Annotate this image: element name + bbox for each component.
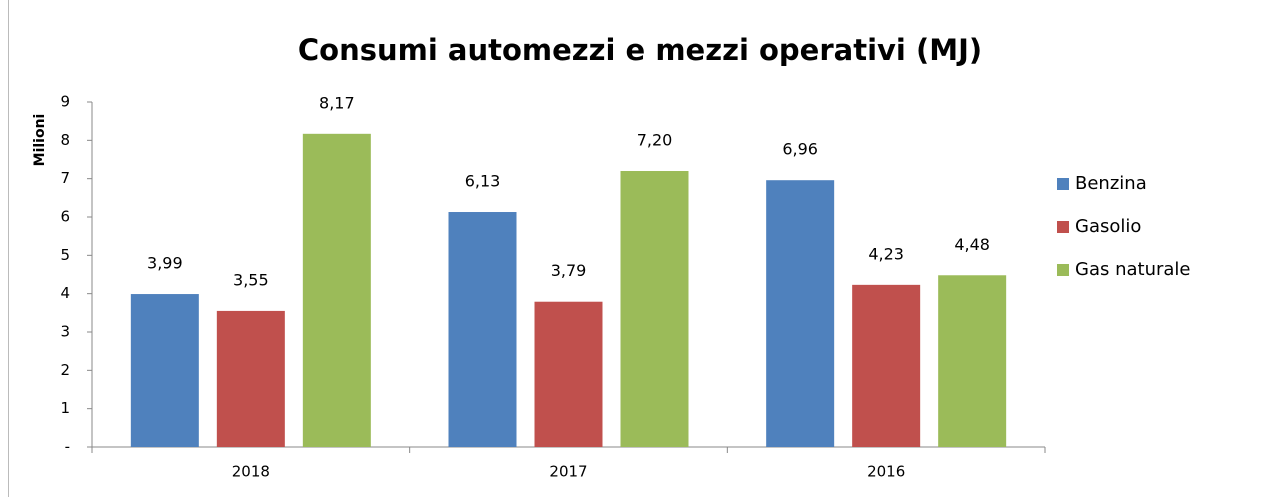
y-axis-label: Milioni (32, 114, 48, 167)
data-label: 3,55 (233, 270, 269, 289)
data-label: 3,79 (551, 261, 587, 280)
data-label: 4,23 (868, 244, 904, 263)
legend-swatch (1057, 264, 1069, 276)
bar (448, 212, 517, 447)
data-label: 7,20 (637, 131, 673, 150)
bar (620, 171, 689, 447)
bar (534, 301, 603, 447)
data-label: 6,96 (782, 140, 818, 159)
data-label: 4,48 (954, 235, 990, 254)
x-tick-label: 2017 (549, 463, 587, 481)
y-tick-label: 5 (60, 246, 70, 264)
y-tick-label: - (65, 438, 70, 456)
data-label: 3,99 (147, 254, 183, 273)
bar (852, 284, 921, 447)
data-label: 8,17 (319, 93, 355, 112)
data-label: 6,13 (465, 172, 501, 191)
x-tick-label: 2016 (867, 463, 905, 481)
chart-title: Consumi automezzi e mezzi operativi (MJ) (298, 33, 982, 67)
bar (130, 294, 199, 447)
legend-label: Gasolio (1075, 216, 1141, 237)
y-tick-label: 9 (60, 93, 70, 111)
legend-swatch (1057, 178, 1069, 190)
y-tick-label: 1 (60, 399, 70, 417)
y-tick-label: 2 (60, 361, 70, 379)
y-tick-label: 3 (60, 323, 70, 341)
y-tick-label: 4 (60, 284, 70, 302)
bar (766, 180, 835, 447)
legend-swatch (1057, 221, 1069, 233)
y-tick-label: 8 (60, 131, 70, 149)
legend-label: Gas naturale (1075, 259, 1191, 280)
y-tick-label: 6 (60, 208, 70, 226)
x-tick-label: 2018 (232, 463, 270, 481)
legend-label: Benzina (1075, 173, 1147, 194)
bar (302, 133, 371, 448)
y-tick-label: 7 (60, 169, 70, 187)
bar (216, 310, 285, 447)
bar (938, 275, 1007, 447)
